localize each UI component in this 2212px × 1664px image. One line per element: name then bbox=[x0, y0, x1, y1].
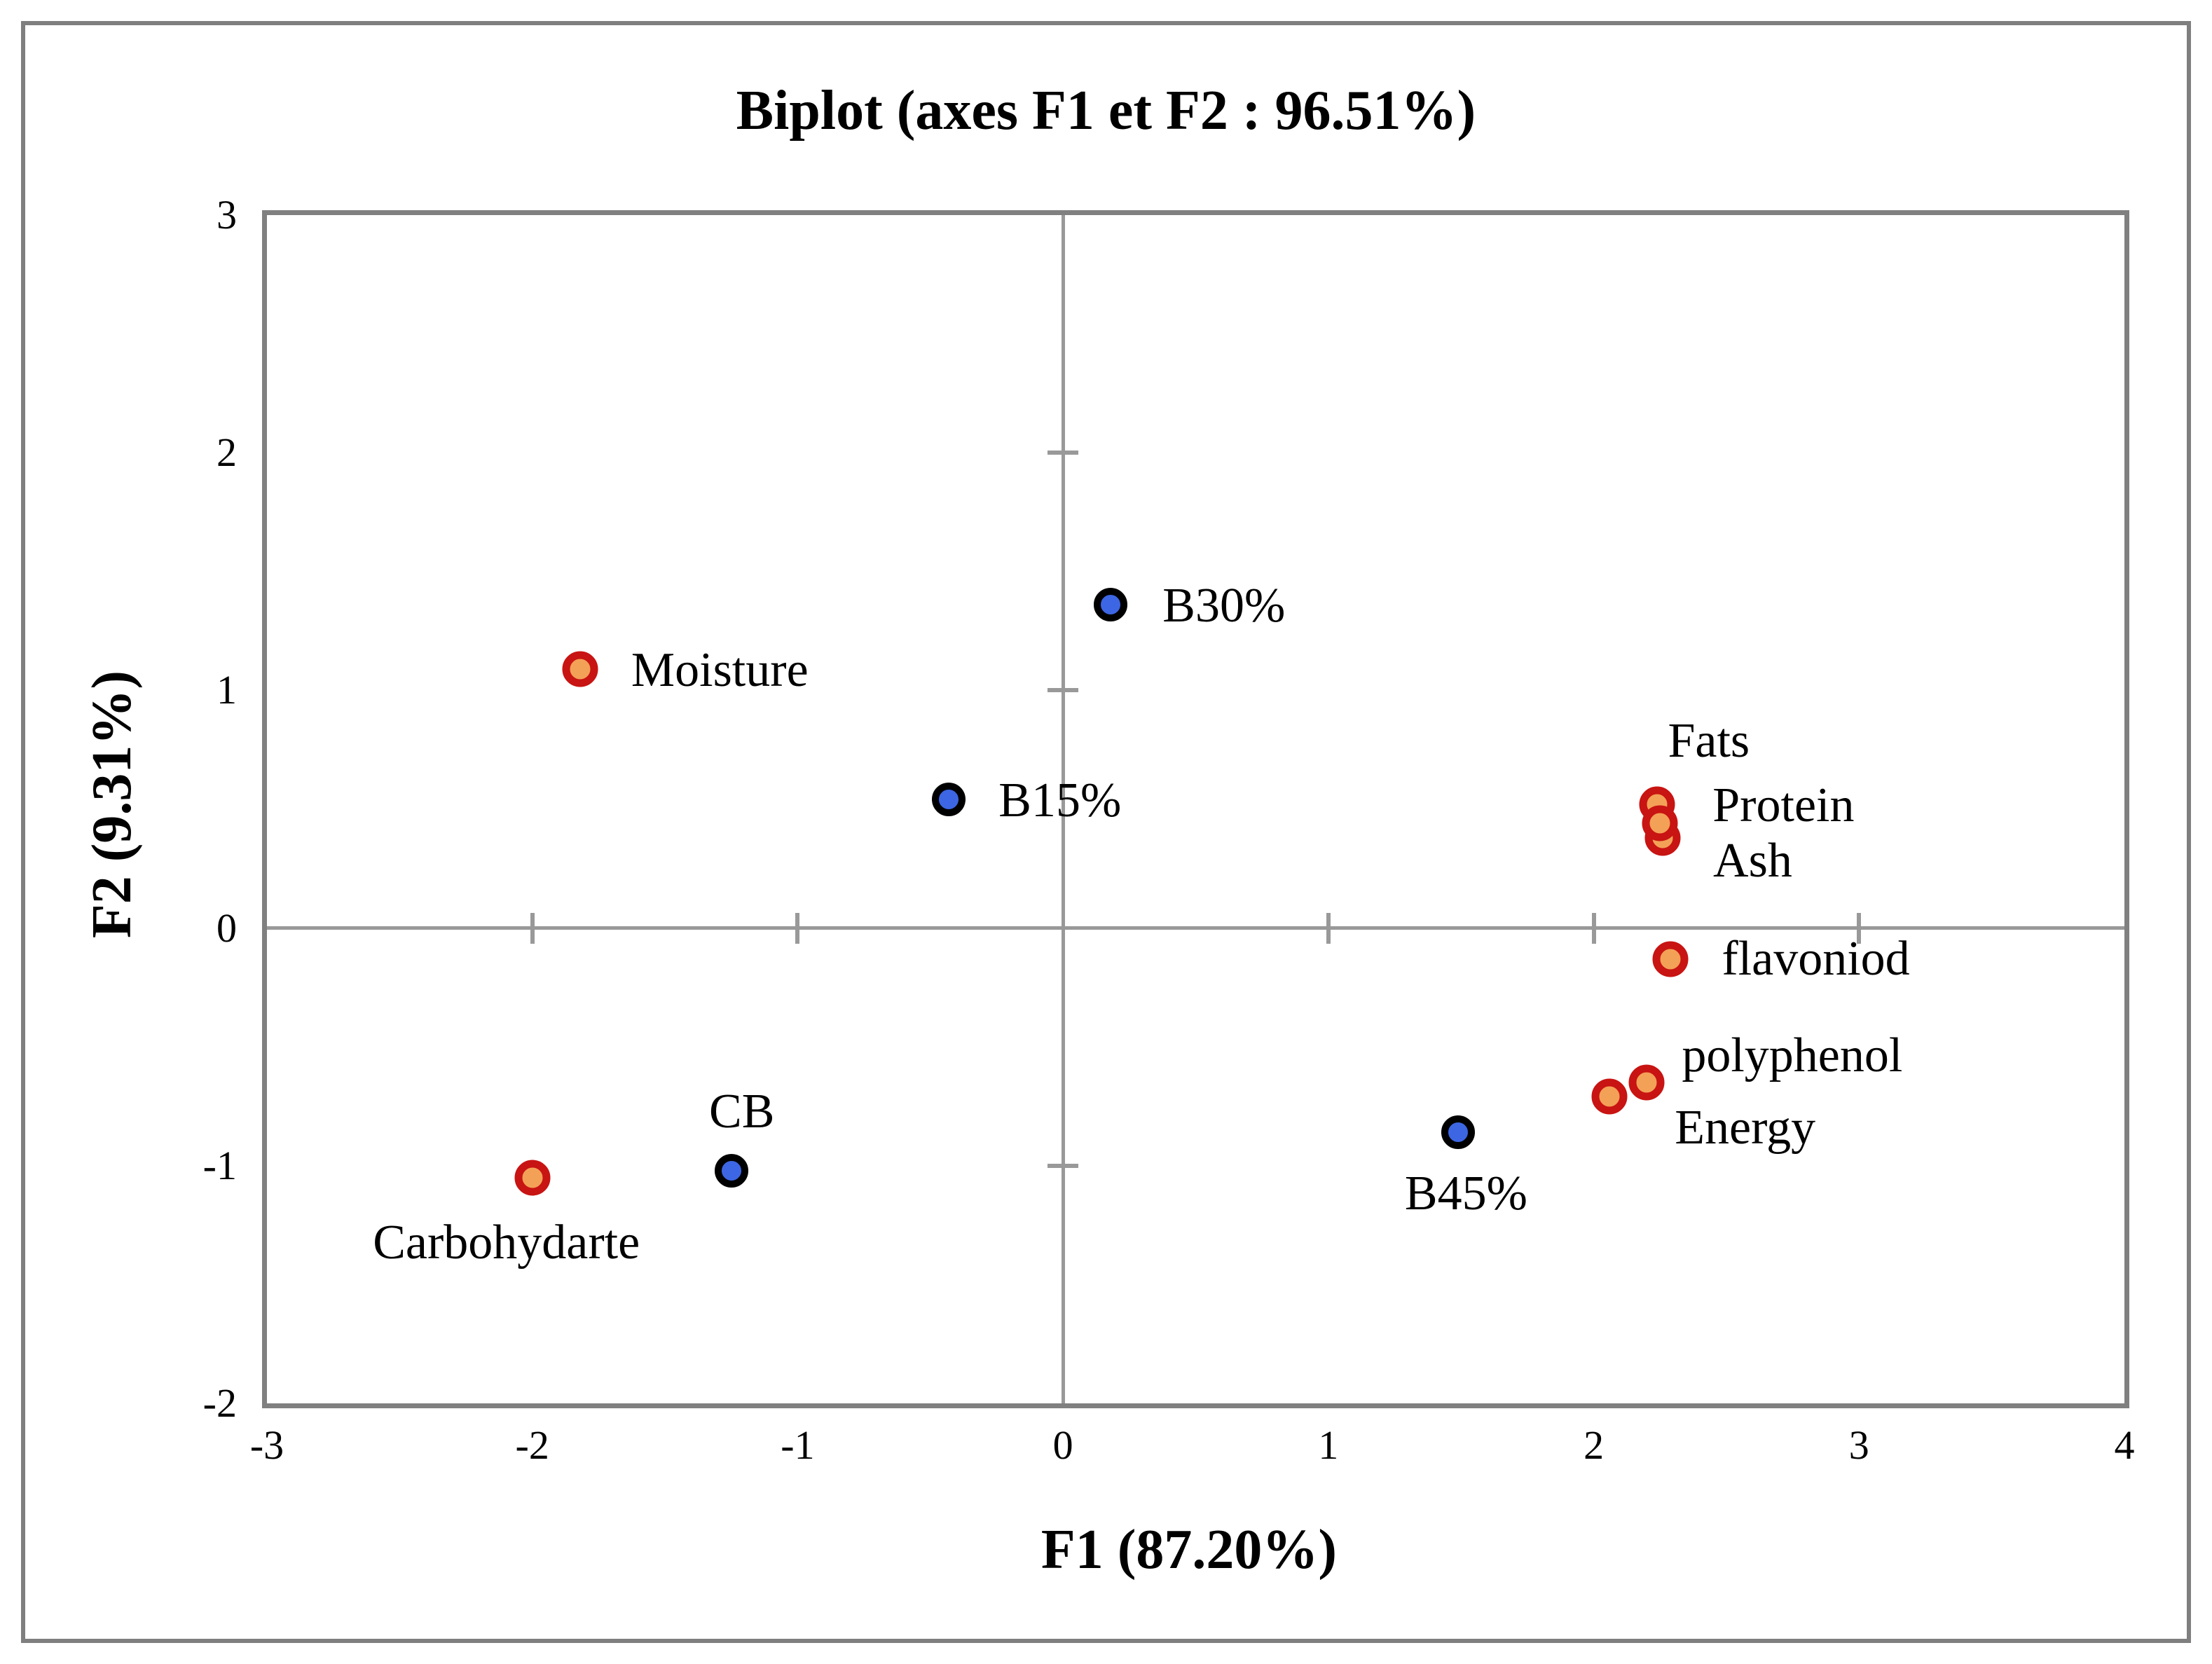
x-tick-label: -2 bbox=[515, 1422, 549, 1468]
chart-title: Biplot (axes F1 et F2 : 96.51%) bbox=[736, 80, 1476, 142]
data-point-marker bbox=[562, 651, 598, 687]
data-point-marker bbox=[1591, 1078, 1628, 1115]
data-point-label: flavoniod bbox=[1722, 931, 1910, 986]
y-tick-label: -2 bbox=[202, 1380, 237, 1426]
y-tick-label: -1 bbox=[202, 1142, 237, 1188]
data-point-label: Energy bbox=[1675, 1101, 1816, 1155]
y-tick-label: 3 bbox=[217, 192, 237, 238]
x-tick-label: 4 bbox=[2114, 1422, 2135, 1468]
data-point-label: B15% bbox=[998, 773, 1122, 828]
axis-tick bbox=[1591, 912, 1596, 944]
x-tick-label: 2 bbox=[1584, 1422, 1605, 1468]
y-axis-title: F2 (9.31%) bbox=[81, 670, 143, 939]
y-tick-label: 0 bbox=[217, 905, 237, 951]
data-point-marker bbox=[1628, 1064, 1665, 1101]
axis-tick bbox=[1047, 451, 1079, 455]
data-point-marker bbox=[714, 1153, 748, 1188]
data-point-label: Fats bbox=[1668, 714, 1750, 769]
axis-tick bbox=[1047, 688, 1079, 693]
data-point-marker bbox=[932, 783, 966, 817]
data-point-label: B45% bbox=[1404, 1167, 1527, 1221]
data-point-marker bbox=[1441, 1115, 1476, 1150]
data-point-marker bbox=[1642, 805, 1678, 841]
data-point-label: Carbohydarte bbox=[373, 1215, 640, 1270]
plot-area: B30% B15% B45% CB Moisture Fats Protein Ash flav… bbox=[262, 210, 2129, 1408]
x-tick-label: -1 bbox=[781, 1422, 815, 1468]
data-point-label: B30% bbox=[1162, 579, 1286, 633]
axis-tick bbox=[1857, 912, 1862, 944]
y-tick-label: 1 bbox=[217, 667, 237, 713]
x-tick-label: -3 bbox=[249, 1422, 284, 1468]
x-tick-label: 3 bbox=[1848, 1422, 1869, 1468]
x-tick-label: 1 bbox=[1318, 1422, 1339, 1468]
x-tick-label: 0 bbox=[1052, 1422, 1073, 1468]
vertical-zero-line bbox=[1061, 215, 1065, 1403]
data-point-label: Ash bbox=[1713, 833, 1792, 888]
data-point-marker bbox=[1652, 941, 1689, 977]
data-point-label: CB bbox=[709, 1084, 775, 1139]
axis-tick bbox=[795, 912, 800, 944]
figure-border bbox=[21, 21, 2191, 1643]
axis-tick bbox=[1326, 912, 1331, 944]
axis-tick bbox=[1047, 1163, 1079, 1168]
horizontal-zero-line bbox=[267, 926, 2124, 930]
data-point-label: Protein bbox=[1712, 778, 1855, 833]
data-point-marker bbox=[1094, 588, 1128, 622]
data-point-marker bbox=[514, 1160, 551, 1196]
axis-tick bbox=[530, 912, 535, 944]
data-point-label: polyphenol bbox=[1682, 1029, 1903, 1083]
data-point-label: Moisture bbox=[631, 642, 809, 697]
y-tick-label: 2 bbox=[217, 429, 237, 476]
x-axis-title: F1 (87.20%) bbox=[1040, 1519, 1338, 1581]
